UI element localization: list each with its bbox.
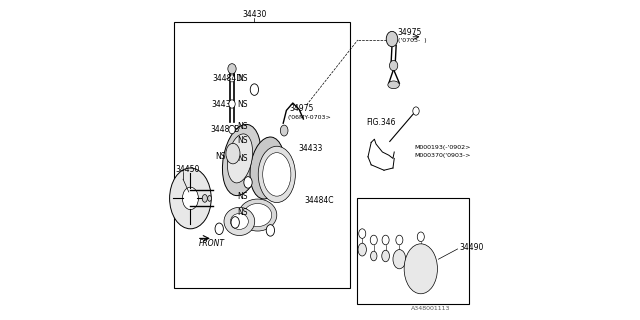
Text: NS: NS [237,74,248,83]
Ellipse shape [393,250,406,269]
Ellipse shape [382,235,389,245]
Ellipse shape [229,100,236,108]
Ellipse shape [229,125,236,134]
Bar [174,22,351,288]
Ellipse shape [170,168,211,229]
Text: M000193(-'0902>: M000193(-'0902> [415,145,471,150]
Ellipse shape [404,244,438,294]
Ellipse shape [224,207,255,236]
Text: 34431: 34431 [212,100,236,108]
Ellipse shape [202,195,207,202]
Ellipse shape [226,143,240,164]
Text: NS: NS [237,192,248,201]
Text: 5: 5 [269,228,272,233]
Text: A348001113: A348001113 [411,306,450,311]
Ellipse shape [243,204,272,227]
Text: NS: NS [237,100,248,108]
Text: 34488B: 34488B [211,125,240,134]
Text: NS: NS [237,154,248,163]
Ellipse shape [371,251,377,261]
Text: NS: NS [237,136,248,145]
Text: NS: NS [237,208,248,217]
Text: 3: 3 [253,87,256,92]
Ellipse shape [182,187,198,210]
Ellipse shape [417,232,424,242]
Text: 34975: 34975 [397,28,422,36]
Text: ('0703-  ): ('0703- ) [398,38,427,43]
Text: 2: 2 [246,180,250,185]
Ellipse shape [396,235,403,245]
Text: NS: NS [215,152,225,161]
Text: 4: 4 [397,237,401,243]
Ellipse shape [228,64,236,74]
Text: 34975: 34975 [290,104,314,113]
Text: NS: NS [237,122,248,131]
Ellipse shape [280,125,288,136]
Ellipse shape [358,243,367,256]
Ellipse shape [382,250,389,262]
Text: ('06MY-0703>: ('06MY-0703> [288,115,332,120]
Ellipse shape [223,124,260,196]
Ellipse shape [230,213,248,229]
Text: 34484D: 34484D [212,74,243,83]
Ellipse shape [266,225,275,236]
Text: 3: 3 [384,237,387,243]
Text: 34450: 34450 [175,165,200,174]
Ellipse shape [244,177,252,188]
Bar [357,198,468,304]
Ellipse shape [250,84,259,95]
Text: 34430: 34430 [242,10,267,19]
Text: M000370('0903->: M000370('0903-> [415,153,471,158]
Ellipse shape [231,217,239,228]
Ellipse shape [359,229,366,238]
Ellipse shape [215,223,223,235]
Ellipse shape [207,196,211,201]
Text: 5: 5 [419,234,422,239]
Text: FIG.346: FIG.346 [366,118,396,127]
Ellipse shape [389,60,398,71]
Ellipse shape [387,31,398,47]
Text: 34490: 34490 [460,244,484,252]
Text: 34484C: 34484C [305,196,334,204]
Ellipse shape [229,75,235,82]
Ellipse shape [239,199,277,231]
Text: 4: 4 [218,226,221,231]
Ellipse shape [259,146,296,203]
Ellipse shape [370,235,378,245]
Text: 2: 2 [372,237,376,243]
Ellipse shape [250,137,284,199]
Ellipse shape [227,134,253,183]
Ellipse shape [388,81,399,89]
Ellipse shape [263,153,291,196]
Text: 1: 1 [234,220,237,225]
Text: 34433: 34433 [298,144,323,153]
Ellipse shape [413,107,419,115]
Text: 1: 1 [360,231,364,236]
Text: FRONT: FRONT [198,239,225,248]
